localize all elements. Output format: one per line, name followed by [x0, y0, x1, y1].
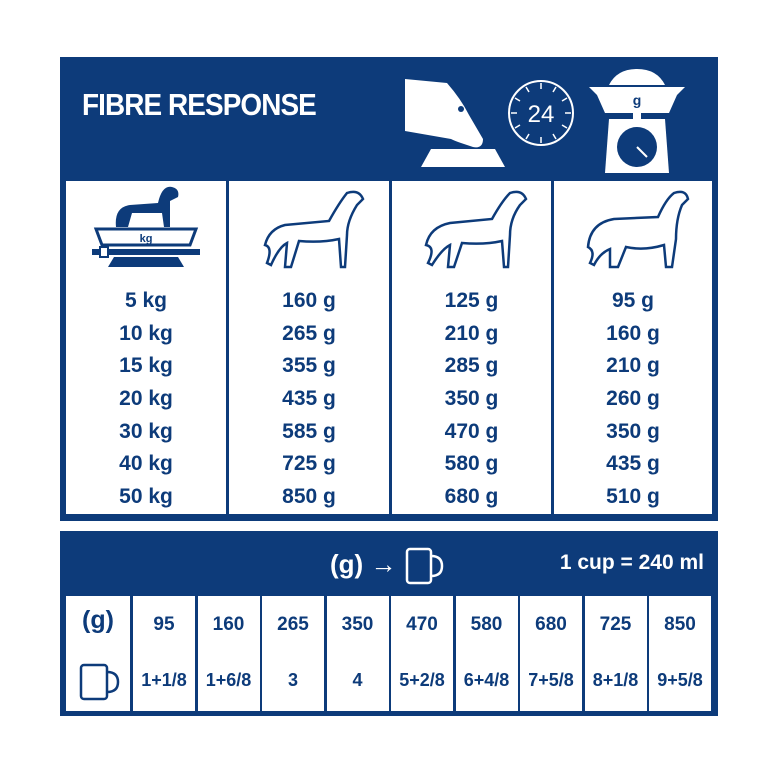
- portion-value: 850 g: [282, 485, 336, 509]
- cups-value: 7+5/8: [528, 670, 574, 690]
- conversion-cell: 265 3: [262, 596, 324, 711]
- cups-value: 6+4/8: [463, 670, 510, 690]
- grams-label: (g): [330, 548, 364, 579]
- portion-value: 580 g: [444, 452, 499, 476]
- portion-value: 210 g: [444, 321, 499, 345]
- body-weight-value: 30 kg: [119, 419, 173, 443]
- portion-value: 350 g: [606, 419, 660, 443]
- normal-dog-portions: 125 g 210 g 285 g 350 g 470 g 580 g 680 …: [392, 285, 551, 514]
- grams-value: 160: [212, 614, 245, 635]
- cups-value: 5+2/8: [399, 670, 445, 690]
- body-weight-list: 5 kg 10 kg 15 kg 20 kg 30 kg 40 kg 50 kg: [66, 285, 226, 514]
- portion-value: 435 g: [606, 452, 660, 476]
- portion-value: 210 g: [606, 354, 660, 378]
- column-normal-dog: 125 g 210 g 285 g 350 g 470 g 580 g 680 …: [392, 181, 551, 514]
- grams-row-label: (g): [82, 606, 114, 634]
- portion-value: 95 g: [611, 289, 655, 312]
- conversion-cell: 680 7+5/8: [520, 596, 582, 711]
- cups-value: 1+1/8: [141, 670, 187, 690]
- portion-value: 285 g: [444, 354, 499, 378]
- body-weight-value: 15 kg: [119, 354, 173, 378]
- arrow-icon: →: [370, 548, 397, 579]
- grams-value: 95: [153, 614, 175, 635]
- conversion-cell: 470 5+2/8: [391, 596, 453, 711]
- column-body-weight: kg 5 kg 10 kg 15 kg 20 kg 30 kg 40 kg 50…: [66, 181, 226, 514]
- overweight-dog-portions: 95 g 160 g 210 g 260 g 350 g 435 g 510 g: [554, 285, 712, 514]
- cup-volume-note: 1 cup = 240 ml: [559, 551, 704, 574]
- conversion-cell: 160 1+6/8: [197, 596, 260, 711]
- scale-unit-label: g: [633, 92, 642, 108]
- grams-value: 725: [599, 614, 632, 635]
- page-title: FIBRE RESPONSE: [82, 87, 317, 122]
- food-scale-g-icon: g: [589, 69, 685, 173]
- dog-eating-from-bowl-icon: [405, 79, 505, 167]
- cups-value: 1+6/8: [205, 670, 252, 690]
- column-overweight-dog: 95 g 160 g 210 g 260 g 350 g 435 g 510 g: [554, 181, 712, 514]
- conversion-cell: 850 9+5/8: [649, 596, 711, 711]
- body-weight-value: 10 kg: [119, 321, 173, 345]
- feeding-table-panel: FIBRE RESPONSE 24 g kg: [60, 57, 718, 521]
- portion-value: 680 g: [444, 485, 499, 509]
- portion-value: 125 g: [444, 289, 499, 312]
- portion-value: 585 g: [282, 419, 336, 443]
- portion-value: 260 g: [606, 387, 660, 411]
- grams-value: 350: [341, 614, 374, 635]
- portion-value: 355 g: [282, 354, 336, 378]
- grams-value: 850: [664, 614, 696, 635]
- conversion-cell: 580 6+4/8: [455, 596, 518, 711]
- grams-value: 680: [535, 614, 567, 635]
- conversion-cell: 95 1+1/8: [133, 596, 195, 711]
- dog-on-scale-icon: kg: [92, 186, 200, 267]
- conversion-cell: 350 4: [326, 596, 389, 711]
- portion-value: 350 g: [444, 387, 499, 411]
- body-weight-value: 5 kg: [124, 289, 168, 312]
- portion-value: 160 g: [606, 321, 660, 345]
- thin-dog-portions: 160 g 265 g 355 g 435 g 585 g 725 g 850 …: [229, 285, 389, 514]
- cup-conversion-header: (g) → 1 cup = 240 ml: [60, 531, 718, 593]
- row-label-cell: (g): [66, 596, 130, 711]
- cups-value: 4: [352, 670, 363, 690]
- cup-conversion-panel: (g) → 1 cup = 240 ml (g) 95 1+1/8 160 1+6/8…: [60, 531, 718, 716]
- overweight-dog-icon: [586, 190, 690, 269]
- grams-to-cup-label: (g) →: [330, 547, 444, 585]
- cup-icon: [405, 547, 443, 585]
- column-thin-dog: 160 g 265 g 355 g 435 g 585 g 725 g 850 …: [229, 181, 389, 514]
- portion-value: 510 g: [606, 485, 660, 509]
- grams-value: 265: [277, 614, 309, 635]
- portion-value: 265 g: [282, 321, 336, 345]
- clock-label: 24: [528, 101, 555, 128]
- normal-dog-icon: [424, 190, 528, 269]
- body-weight-value: 40 kg: [119, 452, 173, 476]
- cups-value: 8+1/8: [592, 670, 639, 690]
- grams-value: 470: [406, 614, 438, 635]
- scale-kg-label: kg: [140, 233, 153, 245]
- cups-value: 3: [287, 670, 298, 690]
- portion-value: 435 g: [282, 387, 336, 411]
- conversion-cell: 725 8+1/8: [584, 596, 647, 711]
- cup-icon: [79, 663, 120, 701]
- clock-24-icon: 24: [508, 80, 574, 146]
- portion-value: 470 g: [444, 419, 499, 443]
- grams-value: 580: [470, 614, 503, 635]
- portion-value: 160 g: [282, 289, 336, 312]
- cups-value: 9+5/8: [657, 670, 703, 690]
- body-weight-value: 20 kg: [119, 387, 173, 411]
- portion-value: 725 g: [282, 452, 336, 476]
- thin-dog-icon: [263, 190, 365, 269]
- body-weight-value: 50 kg: [119, 485, 173, 509]
